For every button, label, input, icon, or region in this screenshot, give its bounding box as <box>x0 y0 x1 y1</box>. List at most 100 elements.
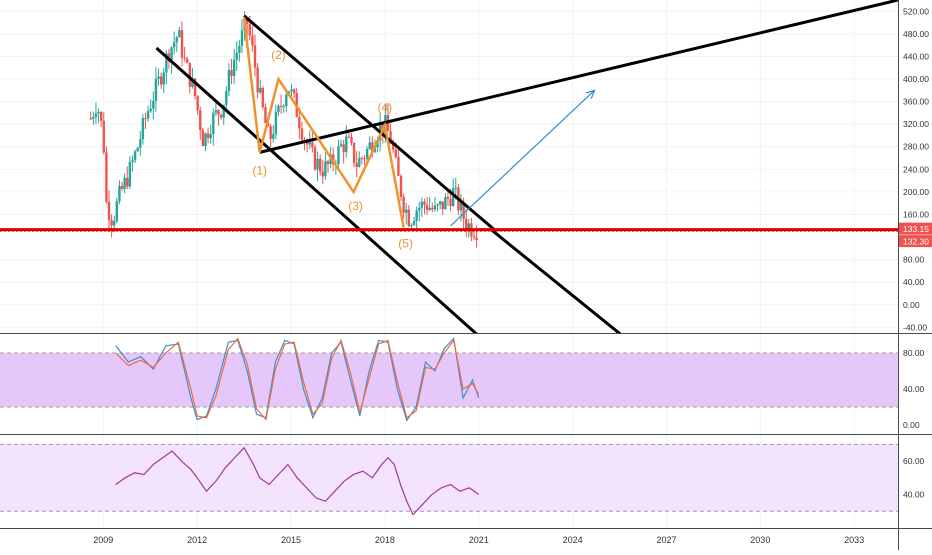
stoch-tick-2: 0.00 <box>903 420 920 430</box>
candle-body-21 <box>144 118 147 120</box>
candle-body-119 <box>399 175 403 197</box>
trendline-2 <box>490 228 622 333</box>
candle-body-0 <box>89 118 92 120</box>
candle-body-86 <box>313 147 317 170</box>
candle-body-19 <box>139 139 142 148</box>
candle-66 <box>261 85 265 110</box>
candle-134 <box>438 200 442 210</box>
trendline-3 <box>259 0 898 154</box>
candle-body-39 <box>191 78 194 87</box>
candle-14 <box>126 166 129 190</box>
candle-132 <box>433 197 437 212</box>
candle-body-58 <box>240 30 244 47</box>
candle-88 <box>318 154 322 176</box>
candle-34 <box>178 26 181 38</box>
candle-body-14 <box>126 177 129 187</box>
candle-43 <box>201 127 205 147</box>
candle-body-91 <box>326 161 330 165</box>
stoch-line-1 <box>115 337 480 421</box>
candle-body-60 <box>245 19 249 24</box>
candle-body-29 <box>165 53 168 73</box>
candle-45 <box>206 127 210 144</box>
candle-91 <box>326 159 330 173</box>
candle-12 <box>120 181 124 191</box>
candle-56 <box>235 40 238 71</box>
candle-57 <box>238 39 241 62</box>
price-tick-10: 80.00 <box>903 255 925 265</box>
candle-body-122 <box>407 209 411 227</box>
candle-86 <box>313 144 317 172</box>
candle-body-35 <box>180 30 184 58</box>
price-label-1: 132.30 <box>899 235 932 248</box>
candle-body-95 <box>337 146 340 165</box>
x-tick-2033: 2033 <box>844 535 864 545</box>
candle-27 <box>159 72 163 89</box>
candle-body-31 <box>170 47 173 62</box>
candle-body-46 <box>209 134 212 139</box>
price-tick-11: 40.00 <box>903 277 925 287</box>
candle-69 <box>269 123 272 147</box>
candle-body-26 <box>157 76 160 79</box>
rsi-tick-0: 60.00 <box>903 456 925 466</box>
candle-body-2 <box>94 113 98 117</box>
candle-body-54 <box>230 69 233 76</box>
candle-body-108 <box>371 142 374 152</box>
candle-body-133 <box>436 204 439 206</box>
candle-body-81 <box>300 128 304 140</box>
candle-body-127 <box>420 201 424 208</box>
candle-21 <box>144 112 147 130</box>
candle-85 <box>311 132 314 153</box>
candle-body-69 <box>269 126 272 139</box>
candle-body-136 <box>444 197 447 210</box>
candle-60 <box>245 18 249 36</box>
price-tick-12: 0.00 <box>903 300 920 310</box>
candle-body-50 <box>219 114 223 118</box>
candle-body-120 <box>402 196 405 213</box>
candle-135 <box>441 201 444 215</box>
candle-body-97 <box>342 144 345 153</box>
price-tick-1: 480.00 <box>903 29 929 39</box>
candle-body-9 <box>113 221 116 226</box>
candle-3 <box>97 108 100 124</box>
candle-136 <box>444 193 447 210</box>
candle-100 <box>350 132 353 146</box>
candle-body-64 <box>256 67 259 93</box>
candle-body-61 <box>248 23 251 36</box>
wave-zigzag <box>242 16 405 228</box>
drawings <box>0 0 898 333</box>
candle-body-123 <box>410 224 413 227</box>
candle-58 <box>240 19 244 53</box>
candle-124 <box>412 216 416 227</box>
candle-33 <box>175 35 178 53</box>
candle-80 <box>298 107 301 139</box>
candle-body-138 <box>449 198 452 207</box>
candle-body-115 <box>389 131 392 144</box>
candle-78 <box>292 88 296 99</box>
candle-5 <box>102 112 105 155</box>
candle-48 <box>214 102 218 117</box>
candle-28 <box>162 67 165 94</box>
candle-65 <box>259 79 262 95</box>
candle-81 <box>300 121 304 144</box>
candle-125 <box>415 206 418 232</box>
candle-body-67 <box>264 107 267 123</box>
price-tick-8: 200.00 <box>903 187 929 197</box>
candle-104 <box>360 156 364 165</box>
candle-7 <box>107 190 111 232</box>
candle-body-18 <box>136 147 139 152</box>
candle-body-43 <box>201 129 205 147</box>
candle-97 <box>342 139 345 164</box>
candle-62 <box>251 25 254 52</box>
candle-130 <box>428 197 431 212</box>
candle-0 <box>89 111 92 121</box>
candle-17 <box>133 149 137 163</box>
candle-body-36 <box>183 57 186 59</box>
candle-body-40 <box>193 78 197 97</box>
candle-body-144 <box>465 218 468 231</box>
candle-body-48 <box>214 110 218 113</box>
candle-body-110 <box>376 140 379 148</box>
trendline-1 <box>155 46 478 333</box>
trendline-0 <box>243 14 496 231</box>
x-tick-2015: 2015 <box>281 535 301 545</box>
candle-body-117 <box>394 149 398 157</box>
